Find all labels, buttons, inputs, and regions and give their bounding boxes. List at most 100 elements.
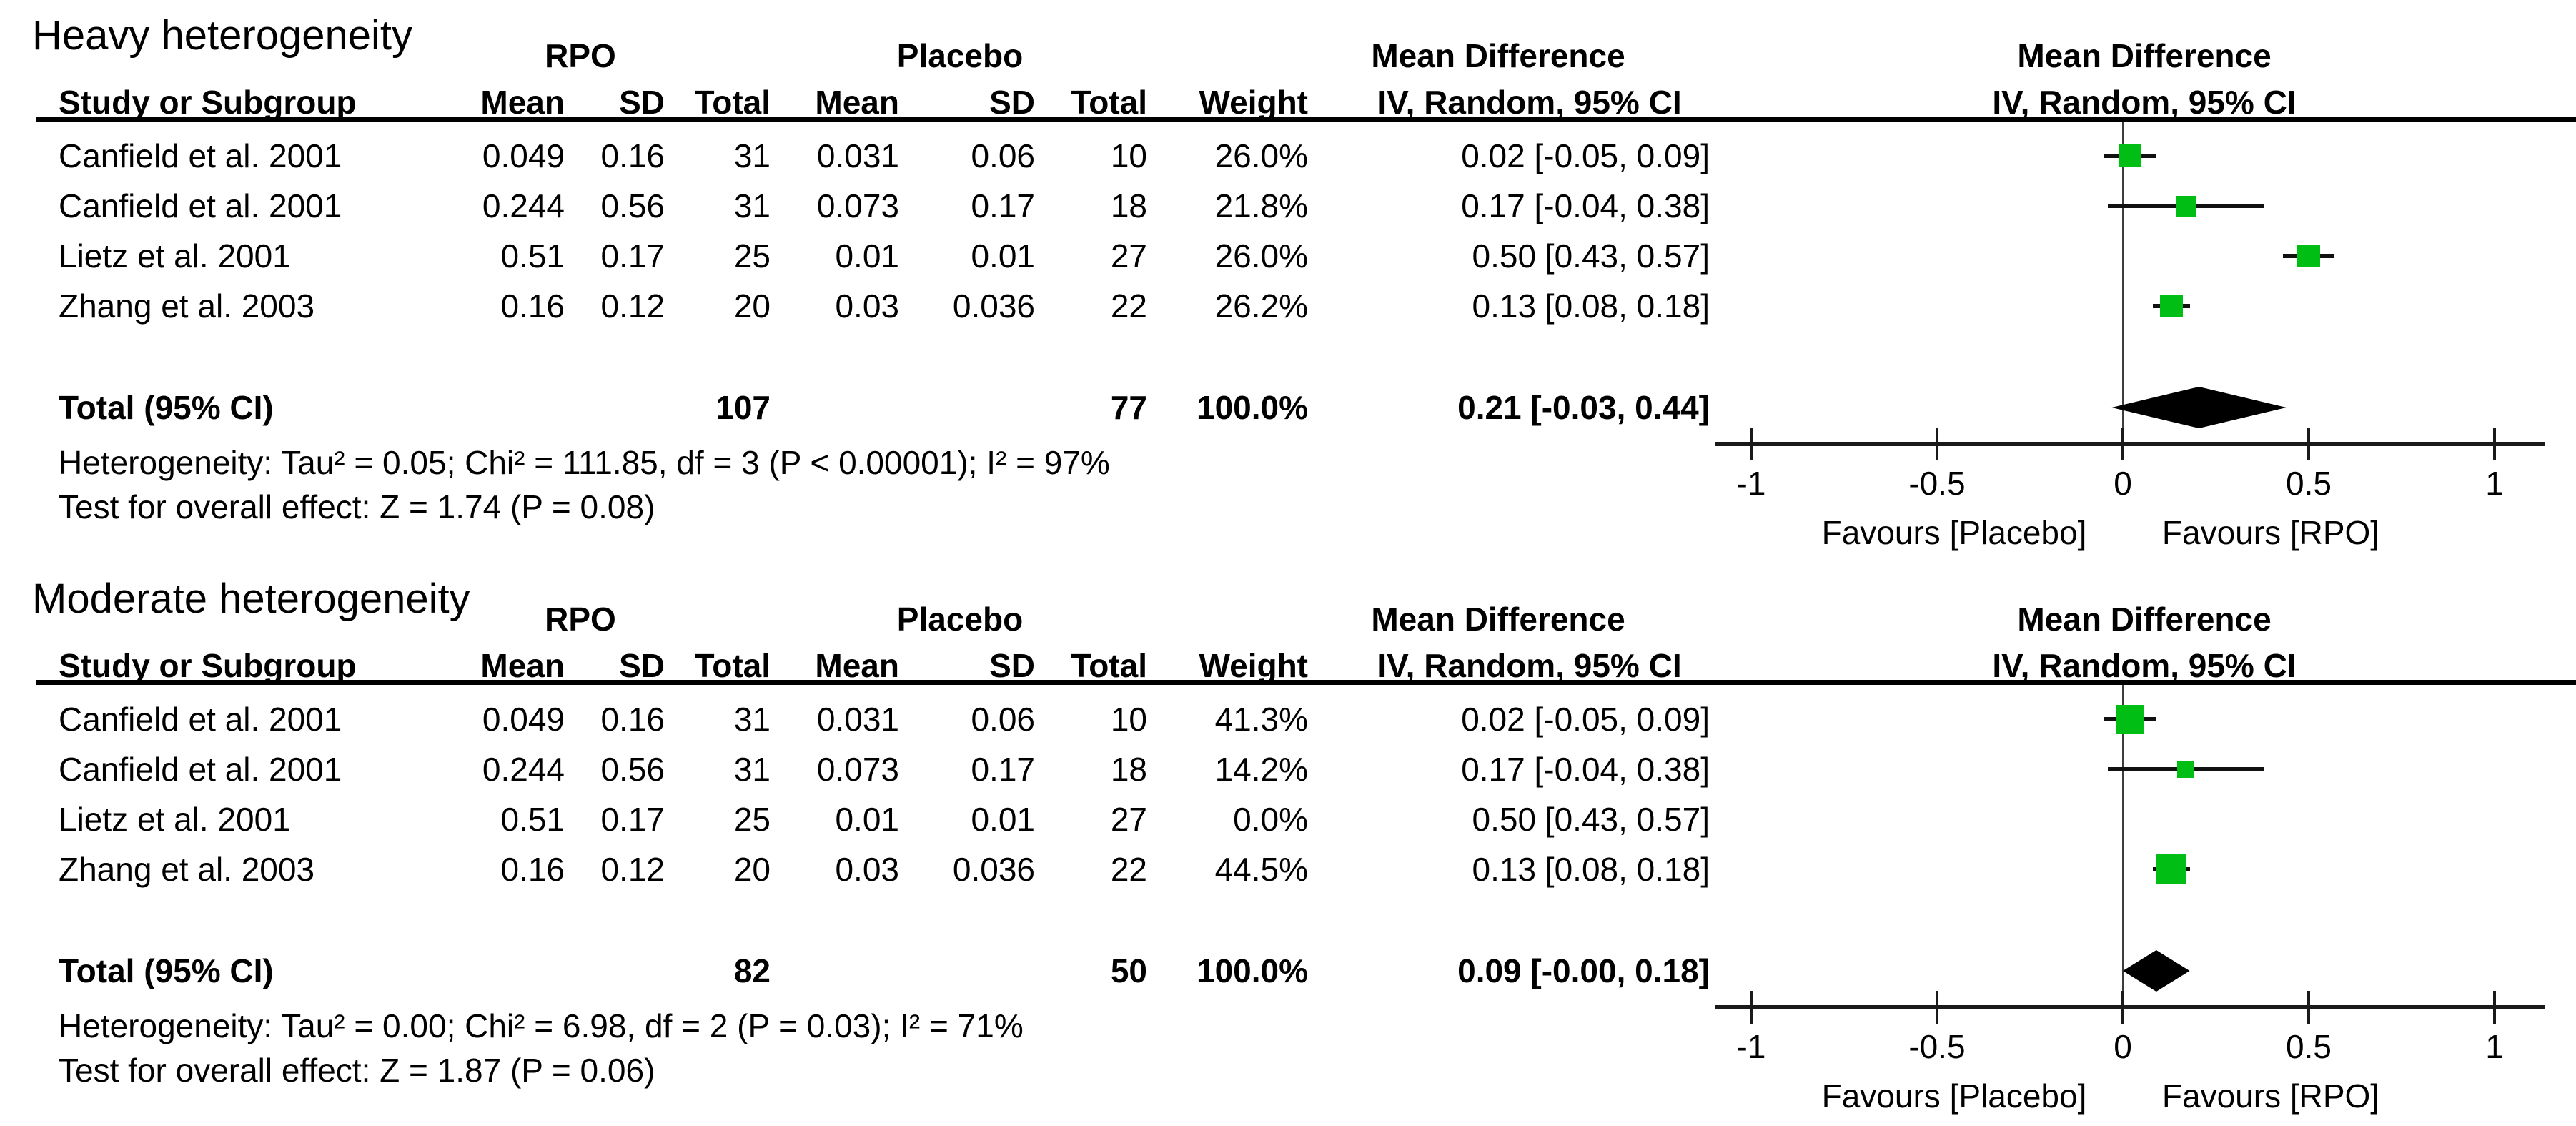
- axis-tick: [2121, 991, 2124, 1024]
- col-header-rpo-sd: SD: [619, 84, 665, 121]
- effect-square: [2156, 854, 2186, 884]
- effect-header-text-column: Mean Difference: [1371, 37, 1625, 74]
- favours-right-label: Favours [RPO]: [2161, 1077, 2380, 1115]
- favours-left-label: Favours [Placebo]: [1821, 1077, 2087, 1115]
- weight-cell: 26.0%: [1214, 137, 1308, 174]
- overall-effect-text: Test for overall effect: Z = 1.74 (P = 0…: [59, 488, 655, 525]
- axis-tick: [1750, 991, 1753, 1024]
- weight-cell: 44.5%: [1214, 851, 1308, 888]
- rpo-sd-cell: 0.12: [600, 851, 665, 888]
- total-placebo-n: 77: [1110, 389, 1147, 426]
- axis-tick-label: -1: [1736, 1028, 1766, 1065]
- placebo-total-cell: 18: [1110, 751, 1147, 788]
- col-header-study: Study or Subgroup: [59, 647, 357, 684]
- rpo-total-cell: 20: [733, 851, 771, 888]
- rpo-sd-cell: 0.56: [600, 751, 665, 788]
- rpo-total-cell: 31: [733, 751, 771, 788]
- placebo-mean-cell: 0.031: [816, 701, 899, 738]
- zero-effect-line: [2121, 685, 2124, 1007]
- overall-effect-text: Test for overall effect: Z = 1.87 (P = 0…: [59, 1052, 655, 1089]
- ci-text-cell: 0.13 [0.08, 0.18]: [1472, 851, 1710, 888]
- placebo-sd-cell: 0.17: [971, 187, 1035, 224]
- placebo-mean-cell: 0.01: [835, 237, 899, 275]
- rpo-total-cell: 25: [733, 237, 771, 275]
- axis-tick: [1936, 428, 1938, 460]
- rpo-mean-cell: 0.51: [500, 237, 565, 275]
- col-header-rpo-total: Total: [694, 84, 771, 121]
- axis-tick-label: -0.5: [1908, 465, 1966, 502]
- weight-cell: 26.0%: [1214, 237, 1308, 275]
- weight-cell: 14.2%: [1214, 751, 1308, 788]
- rpo-total-cell: 20: [733, 287, 771, 325]
- col-header-rpo-sd: SD: [619, 647, 665, 684]
- rpo-sd-cell: 0.17: [600, 237, 665, 275]
- effect-header-plot-column: Mean Difference: [2017, 37, 2272, 74]
- col-header-method-text: IV, Random, 95% CI: [1377, 647, 1682, 684]
- group-header-control: Placebo: [896, 601, 1024, 638]
- effect-square: [2175, 195, 2196, 217]
- header-rule: [36, 680, 2576, 685]
- axis-tick: [2307, 991, 2310, 1024]
- rpo-mean-cell: 0.049: [482, 701, 565, 738]
- total-weight: 100.0%: [1196, 952, 1308, 989]
- total-label: Total (95% CI): [59, 389, 274, 426]
- rpo-mean-cell: 0.049: [482, 137, 565, 174]
- total-rpo-n: 107: [715, 389, 771, 426]
- effect-square: [2119, 144, 2142, 167]
- axis-tick: [2307, 428, 2310, 460]
- rpo-total-cell: 25: [733, 801, 771, 838]
- favours-left-label: Favours [Placebo]: [1821, 514, 2087, 551]
- effect-header-plot-column: Mean Difference: [2017, 601, 2272, 638]
- placebo-mean-cell: 0.01: [835, 801, 899, 838]
- forest-section-heavy: Heavy heterogeneity RPO Placebo Mean Dif…: [32, 15, 2576, 551]
- ci-text-cell: 0.13 [0.08, 0.18]: [1472, 287, 1710, 325]
- rpo-sd-cell: 0.17: [600, 801, 665, 838]
- rpo-mean-cell: 0.51: [500, 801, 565, 838]
- rpo-sd-cell: 0.56: [600, 187, 665, 224]
- placebo-mean-cell: 0.03: [835, 287, 899, 325]
- ci-text-cell: 0.02 [-0.05, 0.09]: [1461, 701, 1710, 738]
- weight-cell: 21.8%: [1214, 187, 1308, 224]
- placebo-total-cell: 22: [1110, 851, 1147, 888]
- rpo-mean-cell: 0.16: [500, 287, 565, 325]
- effect-square: [2159, 295, 2183, 317]
- rpo-total-cell: 31: [733, 701, 771, 738]
- axis-tick: [2121, 428, 2124, 460]
- weight-cell: 41.3%: [1214, 701, 1308, 738]
- study-name: Zhang et al. 2003: [59, 287, 315, 325]
- col-header-study: Study or Subgroup: [59, 84, 357, 121]
- rpo-sd-cell: 0.12: [600, 287, 665, 325]
- total-ci-text: 0.09 [-0.00, 0.18]: [1457, 952, 1710, 989]
- favours-right-label: Favours [RPO]: [2161, 514, 2380, 551]
- placebo-sd-cell: 0.06: [971, 137, 1035, 174]
- effect-square: [2177, 761, 2195, 778]
- study-name: Canfield et al. 2001: [59, 701, 342, 738]
- axis-tick: [2493, 991, 2496, 1024]
- col-header-weight: Weight: [1199, 84, 1308, 121]
- rpo-sd-cell: 0.16: [600, 701, 665, 738]
- axis-tick-label: 0: [2114, 465, 2132, 502]
- placebo-total-cell: 10: [1110, 701, 1147, 738]
- col-header-rpo-total: Total: [694, 647, 771, 684]
- x-axis-line: [1715, 442, 2545, 446]
- weight-cell: 26.2%: [1214, 287, 1308, 325]
- placebo-mean-cell: 0.073: [816, 751, 899, 788]
- study-name: Canfield et al. 2001: [59, 137, 342, 174]
- total-weight: 100.0%: [1196, 389, 1308, 426]
- study-name: Zhang et al. 2003: [59, 851, 315, 888]
- axis-tick-label: 1: [2485, 465, 2504, 502]
- study-name: Canfield et al. 2001: [59, 751, 342, 788]
- ci-text-cell: 0.17 [-0.04, 0.38]: [1461, 187, 1710, 224]
- placebo-total-cell: 22: [1110, 287, 1147, 325]
- rpo-total-cell: 31: [733, 187, 771, 224]
- axis-tick: [1936, 991, 1938, 1024]
- pooled-diamond: [2123, 950, 2190, 992]
- section-title: Moderate heterogeneity: [32, 576, 470, 622]
- total-ci-text: 0.21 [-0.03, 0.44]: [1457, 389, 1710, 426]
- pooled-diamond: [2111, 387, 2287, 428]
- placebo-sd-cell: 0.06: [971, 701, 1035, 738]
- rpo-sd-cell: 0.16: [600, 137, 665, 174]
- zero-effect-line: [2121, 122, 2124, 444]
- axis-tick-label: 0.5: [2286, 465, 2332, 502]
